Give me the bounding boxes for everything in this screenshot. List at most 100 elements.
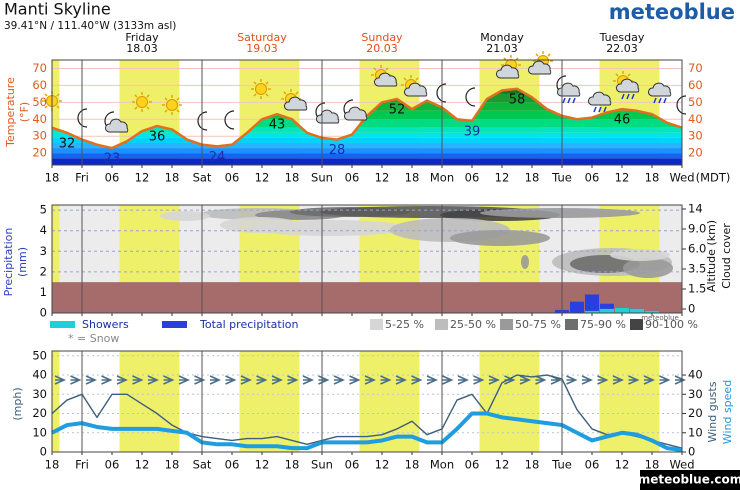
temperature-line (51, 87, 683, 150)
x-tick-label: 18 (165, 171, 180, 185)
daylight (52, 205, 60, 313)
sun (255, 83, 267, 95)
x-tick-label: 18 (285, 458, 300, 472)
day-date: 19.03 (246, 42, 278, 55)
watermark: meteoblue (641, 314, 679, 322)
sun-ray (146, 94, 150, 98)
cloud-swatch (435, 319, 448, 330)
wind-arrow (395, 375, 407, 385)
legend-swatch (162, 321, 187, 328)
sun-ray (403, 77, 407, 81)
x-tick-label: Tue (551, 458, 572, 472)
day-date: 20.03 (366, 42, 398, 55)
cloud-legend-label: 75-90 % (580, 318, 626, 331)
panel-frame (51, 350, 683, 453)
cloud-blob (521, 255, 529, 269)
y-tick-label: 50 (32, 348, 47, 362)
moon (436, 83, 447, 103)
precip-bar (630, 308, 644, 313)
x-tick-label: 18 (525, 171, 540, 185)
x-tick-label: Wed (669, 171, 694, 185)
cloud (105, 118, 129, 133)
day-date: 21.03 (486, 42, 518, 55)
x-tick-label: Mon (430, 171, 454, 185)
y2-tick-label: 30 (688, 387, 703, 401)
y-tick-label: 3 (40, 244, 47, 258)
temp-label: 52 (389, 102, 406, 117)
x-tick-label: Fri (75, 458, 89, 472)
y-tick-label: 40 (32, 368, 47, 382)
wind-arrow (659, 375, 671, 385)
temp-label: 46 (614, 113, 631, 128)
y2-label2: Cloud cover (720, 223, 733, 289)
wind-arrows (54, 375, 686, 385)
x-tick-label: 18 (405, 171, 420, 185)
rain (658, 97, 662, 104)
daylight (239, 351, 300, 452)
sun-ray (283, 91, 287, 95)
subtitle: 39.41°N / 111.40°W (3133m asl) (4, 20, 176, 32)
sun-ray (265, 81, 269, 85)
y-label: Precipitation (2, 228, 15, 297)
temp-label: 39 (464, 124, 481, 139)
wind-arrow (132, 375, 144, 385)
cloud-legend-label: 25-50 % (450, 318, 496, 331)
sun-ray (535, 53, 539, 57)
temp-label: 23 (104, 152, 121, 167)
day-date: 18.03 (126, 42, 158, 55)
y-tick-label: 10 (32, 425, 47, 439)
cloud (528, 60, 552, 75)
x-tick-label: 06 (225, 458, 240, 472)
wind-arrow (411, 375, 423, 385)
precip-bar (600, 303, 614, 313)
x-tick-label: Sun (311, 458, 333, 472)
day-name: Tuesday (599, 31, 645, 44)
x-tick-label: 12 (255, 458, 270, 472)
y2-tick-label: 20 (688, 146, 703, 160)
x-tick-label: 18 (525, 458, 540, 472)
wind-arrow (674, 375, 686, 385)
y-unit: (°F) (18, 102, 31, 122)
cloud-blob (160, 211, 210, 221)
sun-ray (415, 77, 419, 81)
temp-band (52, 148, 682, 154)
temp-label: 58 (509, 92, 526, 107)
x-tick-label: 06 (345, 171, 360, 185)
y-tick-label: 50 (32, 95, 47, 109)
wind-arrow (70, 375, 82, 385)
cloud-blob (623, 258, 673, 278)
y-tick-label: 30 (32, 387, 47, 401)
temp-label: 32 (59, 136, 76, 151)
y2-tick-label: 40 (688, 112, 703, 126)
sun-ray (176, 97, 180, 101)
x-tick-label: 12 (255, 171, 270, 185)
precip-bar (585, 294, 599, 313)
precip-bar (645, 310, 659, 313)
cloud-blob (450, 230, 550, 246)
timezone: (MDT) (696, 171, 731, 185)
footer: meteoblue.com (638, 473, 740, 487)
y2-tick-label: 0 (688, 445, 695, 459)
x-tick-label: 18 (45, 458, 60, 472)
y-tick-label: 5 (40, 203, 47, 217)
wind-arrow (271, 375, 283, 385)
wind-line (51, 374, 683, 449)
y-tick-label: 40 (32, 112, 47, 126)
cloud-legend-label: 50-75 % (515, 318, 561, 331)
wind-arrow (643, 375, 655, 385)
sun-ray (265, 93, 269, 97)
wind-arrow (85, 375, 97, 385)
sun-ray (627, 73, 631, 77)
cloud (404, 82, 428, 97)
cloud-blob (220, 217, 300, 233)
temp-label: 43 (269, 118, 286, 133)
y2-tick-label: 1.5 (688, 282, 706, 296)
moon (676, 95, 687, 115)
sun-ray (164, 97, 168, 101)
temp-band (52, 142, 682, 149)
y2-tick-label: 70 (688, 61, 703, 75)
y2-tick-label: 40 (688, 368, 703, 382)
x-tick-label: Sun (311, 171, 333, 185)
x-tick-label: 12 (135, 171, 150, 185)
